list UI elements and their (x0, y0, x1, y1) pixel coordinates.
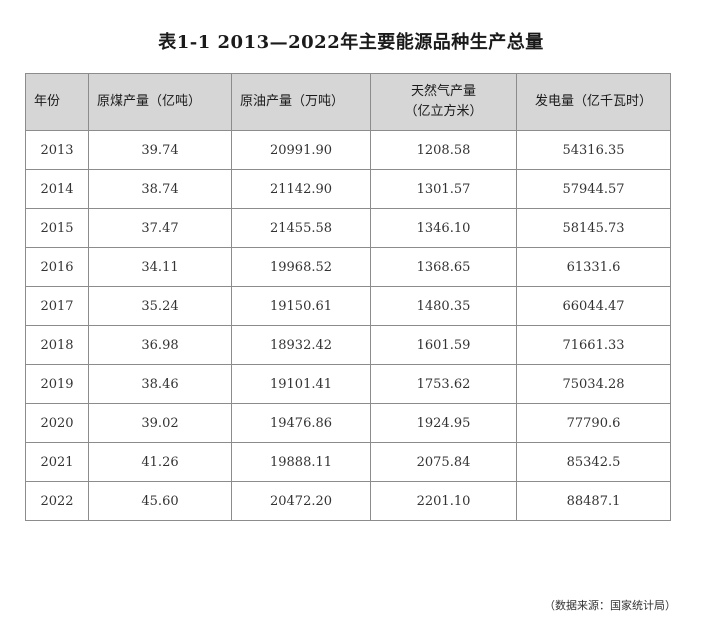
cell-year: 2017 (25, 286, 89, 326)
cell-gas: 1601.59 (370, 325, 517, 365)
table-row: 2020 39.02 19476.86 1924.95 77790.6 (25, 403, 671, 443)
cell-oil: 19150.61 (231, 286, 371, 326)
header-power-label: 发电量（亿千瓦时） (534, 94, 652, 109)
cell-year: 2019 (25, 364, 89, 404)
cell-oil: 20991.90 (231, 130, 371, 170)
cell-power: 75034.28 (516, 364, 671, 404)
header-oil: 原油产量（万吨） (231, 73, 371, 131)
table-row: 2022 45.60 20472.20 2201.10 88487.1 (25, 481, 671, 521)
cell-oil: 19476.86 (231, 403, 371, 443)
table-row: 2018 36.98 18932.42 1601.59 71661.33 (25, 325, 671, 365)
cell-coal: 36.98 (88, 325, 232, 365)
cell-year: 2022 (25, 481, 89, 521)
cell-year: 2016 (25, 247, 89, 287)
header-year-label: 年份 (34, 94, 61, 109)
cell-year: 2015 (25, 208, 89, 248)
cell-gas: 2075.84 (370, 442, 517, 482)
cell-gas: 1753.62 (370, 364, 517, 404)
cell-coal: 38.74 (88, 169, 232, 209)
header-coal-label: 原煤产量（亿吨） (97, 94, 202, 109)
cell-power: 77790.6 (516, 403, 671, 443)
table-row: 2016 34.11 19968.52 1368.65 61331.6 (25, 247, 671, 287)
cell-gas: 1368.65 (370, 247, 517, 287)
cell-power: 57944.57 (516, 169, 671, 209)
cell-power: 71661.33 (516, 325, 671, 365)
cell-coal: 41.26 (88, 442, 232, 482)
table-body: 2013 39.74 20991.90 1208.58 54316.35 2014 38.7… (25, 130, 671, 521)
cell-coal: 34.11 (88, 247, 232, 287)
cell-coal: 38.46 (88, 364, 232, 404)
cell-oil: 19968.52 (231, 247, 371, 287)
cell-coal: 35.24 (88, 286, 232, 326)
cell-year: 2013 (25, 130, 89, 170)
header-gas-label: 天然气产量 (410, 84, 476, 99)
cell-oil: 19888.11 (231, 442, 371, 482)
cell-oil: 20472.20 (231, 481, 371, 521)
header-oil-label: 原油产量（万吨） (240, 94, 345, 109)
cell-power: 54316.35 (516, 130, 671, 170)
cell-year: 2018 (25, 325, 89, 365)
cell-gas: 1480.35 (370, 286, 517, 326)
table-row: 2019 38.46 19101.41 1753.62 75034.28 (25, 364, 671, 404)
cell-oil: 21142.90 (231, 169, 371, 209)
cell-coal: 39.02 (88, 403, 232, 443)
cell-oil: 18932.42 (231, 325, 371, 365)
header-gas: 天然气产量 （亿立方米） (370, 73, 517, 131)
header-row: 年份 原煤产量（亿吨） 原油产量（万吨） 天然气产量 （亿立方米） 发电量（亿千… (25, 73, 671, 131)
cell-gas: 1346.10 (370, 208, 517, 248)
header-power: 发电量（亿千瓦时） (516, 73, 671, 131)
header-gas-unit: （亿立方米） (404, 104, 483, 119)
cell-gas: 2201.10 (370, 481, 517, 521)
cell-year: 2020 (25, 403, 89, 443)
cell-gas: 1924.95 (370, 403, 517, 443)
cell-coal: 45.60 (88, 481, 232, 521)
energy-production-table: 年份 原煤产量（亿吨） 原油产量（万吨） 天然气产量 （亿立方米） 发电量（亿千… (25, 73, 671, 521)
table-row: 2013 39.74 20991.90 1208.58 54316.35 (25, 130, 671, 170)
cell-oil: 19101.41 (231, 364, 371, 404)
table-row: 2014 38.74 21142.90 1301.57 57944.57 (25, 169, 671, 209)
cell-power: 61331.6 (516, 247, 671, 287)
cell-gas: 1301.57 (370, 169, 517, 209)
table-row: 2021 41.26 19888.11 2075.84 85342.5 (25, 442, 671, 482)
cell-power: 88487.1 (516, 481, 671, 521)
cell-oil: 21455.58 (231, 208, 371, 248)
table-row: 2015 37.47 21455.58 1346.10 58145.73 (25, 208, 671, 248)
table-title: 表1-1 2013—2022年主要能源品种生产总量 (158, 32, 544, 53)
cell-year: 2014 (25, 169, 89, 209)
cell-gas: 1208.58 (370, 130, 517, 170)
header-coal: 原煤产量（亿吨） (88, 73, 232, 131)
table-row: 2017 35.24 19150.61 1480.35 66044.47 (25, 286, 671, 326)
cell-power: 58145.73 (516, 208, 671, 248)
cell-coal: 37.47 (88, 208, 232, 248)
cell-power: 66044.47 (516, 286, 671, 326)
data-source-note: （数据来源：国家统计局） (544, 599, 676, 612)
cell-power: 85342.5 (516, 442, 671, 482)
cell-year: 2021 (25, 442, 89, 482)
header-year: 年份 (25, 73, 89, 131)
cell-coal: 39.74 (88, 130, 232, 170)
